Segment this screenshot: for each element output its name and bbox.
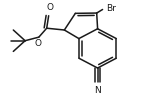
Text: O: O [46, 3, 53, 12]
Text: N: N [94, 86, 101, 95]
Text: Br: Br [107, 4, 116, 13]
Text: O: O [34, 39, 41, 48]
